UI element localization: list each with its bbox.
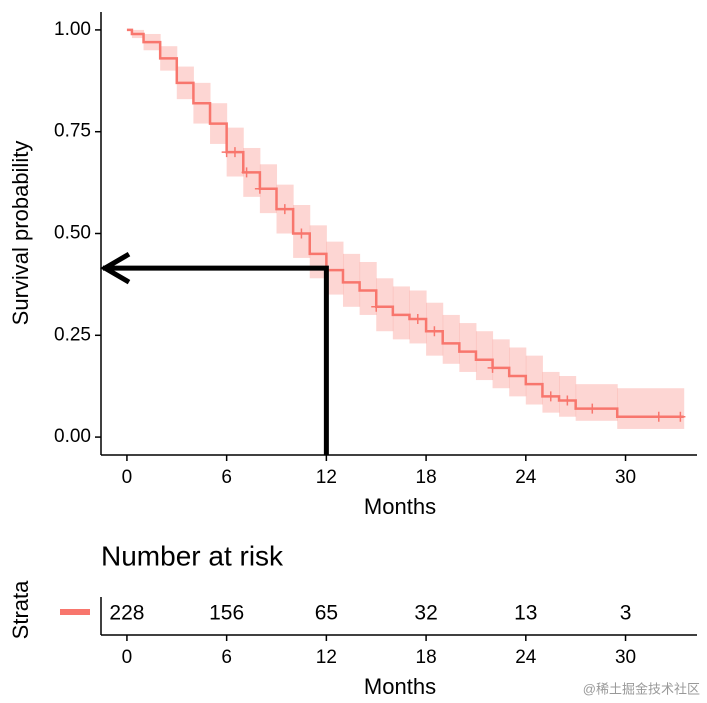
- confidence-band: [309, 225, 327, 279]
- risk-count: 156: [209, 602, 244, 625]
- censor-mark: [487, 362, 498, 373]
- confidence-band: [475, 331, 494, 381]
- confidence-band: [575, 384, 618, 421]
- annotation-arrow: [100, 251, 329, 455]
- censor-mark: [429, 326, 440, 337]
- risk-x-tick-label: 0: [122, 647, 133, 668]
- censor-mark: [371, 301, 382, 312]
- confidence-band: [392, 286, 410, 340]
- confidence-band: [525, 355, 543, 405]
- censor-mark: [545, 391, 556, 402]
- y-tick-label: 0.75: [54, 121, 91, 142]
- risk-x-tick-label: 12: [316, 647, 337, 668]
- censor-mark: [229, 147, 240, 158]
- y-tick-label: 0.50: [54, 223, 91, 244]
- watermark: @稀土掘金技术社区: [583, 681, 700, 696]
- y-tick-label: 0.00: [54, 426, 91, 447]
- x-axis-label: Months: [364, 494, 436, 519]
- censor-mark: [653, 411, 664, 422]
- x-tick-label: 24: [515, 467, 537, 488]
- risk-count: 65: [315, 602, 338, 625]
- risk-count: 3: [620, 602, 632, 625]
- risk-x-tick-label: 30: [615, 647, 636, 668]
- risk-table-title: Number at risk: [101, 540, 284, 571]
- censor-mark: [241, 167, 252, 178]
- censor-mark: [279, 204, 290, 215]
- x-tick-label: 12: [316, 467, 337, 488]
- x-tick-label: 18: [416, 467, 437, 488]
- confidence-band: [617, 388, 685, 429]
- x-tick-label: 30: [615, 467, 636, 488]
- risk-x-tick-label: 6: [221, 647, 232, 668]
- censor-mark: [296, 228, 307, 239]
- censor-mark: [587, 403, 598, 414]
- confidence-band: [342, 253, 361, 307]
- x-tick-label: 0: [122, 467, 133, 488]
- confidence-band: [442, 314, 460, 364]
- censor-mark: [675, 411, 686, 422]
- confidence-band: [492, 339, 510, 389]
- risk-x-label: Months: [364, 674, 436, 699]
- confidence-band: [459, 323, 477, 372]
- risk-count: 13: [514, 602, 537, 625]
- risk-count: 32: [414, 602, 437, 625]
- y-tick-label: 1.00: [54, 19, 91, 40]
- confidence-band: [509, 347, 527, 397]
- survival-curve: [126, 28, 684, 418]
- censor-mark: [254, 183, 265, 194]
- risk-count: 228: [109, 602, 144, 625]
- confidence-band: [326, 241, 344, 295]
- y-axis-label: Survival probability: [8, 141, 33, 326]
- x-tick-label: 6: [221, 467, 232, 488]
- confidence-band: [376, 278, 394, 332]
- risk-x-tick-label: 18: [416, 647, 437, 668]
- y-tick-label: 0.25: [54, 324, 91, 345]
- strata-label: Strata: [8, 580, 33, 639]
- confidence-band: [359, 262, 377, 315]
- risk-x-tick-label: 24: [515, 647, 537, 668]
- censor-mark: [562, 395, 573, 406]
- censor-mark: [412, 314, 423, 325]
